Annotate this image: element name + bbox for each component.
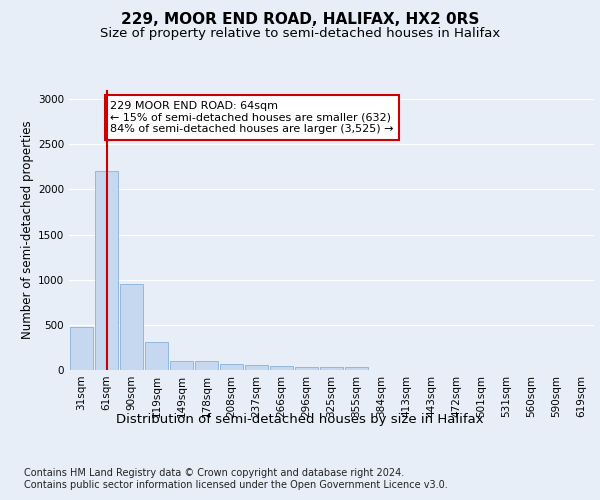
Bar: [220, 364, 243, 370]
Text: Contains HM Land Registry data © Crown copyright and database right 2024.: Contains HM Land Registry data © Crown c…: [24, 468, 404, 477]
Bar: [320, 368, 343, 370]
Text: 229 MOOR END ROAD: 64sqm
← 15% of semi-detached houses are smaller (632)
84% of : 229 MOOR END ROAD: 64sqm ← 15% of semi-d…: [110, 101, 394, 134]
Bar: [345, 368, 368, 370]
Bar: [70, 326, 93, 370]
Bar: [95, 172, 118, 370]
Bar: [170, 361, 193, 370]
Text: Contains public sector information licensed under the Open Government Licence v3: Contains public sector information licen…: [24, 480, 448, 490]
Y-axis label: Number of semi-detached properties: Number of semi-detached properties: [21, 120, 34, 340]
Bar: [195, 361, 218, 370]
Bar: [245, 366, 268, 370]
Text: Distribution of semi-detached houses by size in Halifax: Distribution of semi-detached houses by …: [116, 412, 484, 426]
Bar: [295, 367, 318, 370]
Bar: [270, 366, 293, 370]
Text: Size of property relative to semi-detached houses in Halifax: Size of property relative to semi-detach…: [100, 28, 500, 40]
Text: 229, MOOR END ROAD, HALIFAX, HX2 0RS: 229, MOOR END ROAD, HALIFAX, HX2 0RS: [121, 12, 479, 28]
Bar: [145, 342, 168, 370]
Bar: [120, 284, 143, 370]
